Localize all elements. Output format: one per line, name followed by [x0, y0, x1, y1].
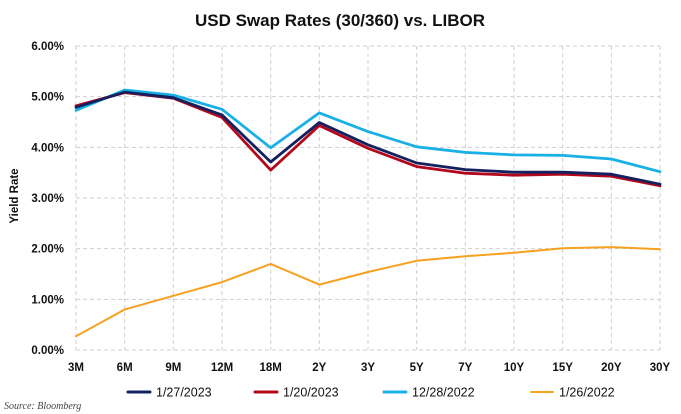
source-note: Source: Bloomberg: [4, 401, 81, 412]
x-tick-label: 7Y: [458, 362, 472, 374]
legend-label: 1/27/2023: [156, 386, 212, 400]
y-tick-label: 1.00%: [31, 294, 64, 306]
series-line-1-27-2023: [74, 90, 662, 186]
series-lines: [74, 88, 662, 338]
x-tick-label: 15Y: [552, 362, 573, 374]
y-tick-label: 5.00%: [31, 92, 64, 104]
chart-title: USD Swap Rates (30/360) vs. LIBOR: [195, 11, 485, 30]
x-tick-label: 20Y: [601, 362, 622, 374]
x-tick-label: 5Y: [410, 362, 424, 374]
legend: 1/27/2023 1/20/2023 12/28/2022 1/26/2022: [126, 386, 615, 400]
grid: [75, 45, 661, 351]
y-tick-label: 4.00%: [31, 142, 64, 154]
x-tick-label: 10Y: [504, 362, 525, 374]
x-tick-label: 3Y: [361, 362, 375, 374]
y-tick-label: 0.00%: [31, 345, 64, 357]
y-axis-title: Yield Rate: [9, 168, 21, 223]
x-tick-label: 9M: [165, 362, 181, 374]
y-tick-label: 3.00%: [31, 193, 64, 205]
x-tick-label: 12M: [211, 362, 233, 374]
legend-label: 12/28/2022: [412, 386, 475, 400]
x-tick-label: 18M: [259, 362, 281, 374]
y-axis: 0.00% 1.00% 2.00% 3.00% 4.00% 5.00% 6.00%: [31, 41, 64, 357]
x-tick-label: 6M: [117, 362, 133, 374]
legend-label: 1/20/2023: [283, 386, 339, 400]
x-tick-label: 2Y: [312, 362, 326, 374]
y-tick-label: 6.00%: [31, 41, 64, 53]
legend-label: 1/26/2022: [559, 386, 615, 400]
series-line-1-26-2022: [75, 246, 661, 338]
y-tick-label: 2.00%: [31, 244, 64, 256]
x-tick-label: 30Y: [650, 362, 671, 374]
x-tick-label: 3M: [68, 362, 84, 374]
x-axis: 3M 6M 9M 12M 18M 2Y 3Y 5Y 7Y 10Y 15Y 20Y 30Y: [68, 362, 671, 374]
series-line-12-28-2022: [74, 88, 662, 174]
